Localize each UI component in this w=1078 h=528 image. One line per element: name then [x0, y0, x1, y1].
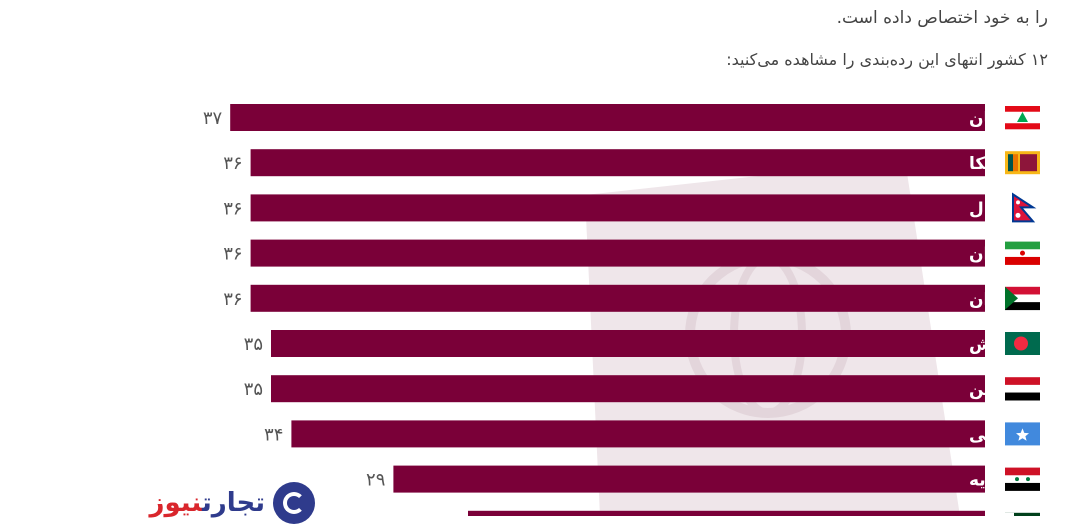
bar-category-label: ایران: [969, 245, 1012, 265]
bar-value-label: ۳۵: [244, 334, 263, 355]
intro-text-subtitle: ۱۲ کشور انتهای این رده‌بندی را مشاهده می…: [726, 50, 1048, 69]
logo-text-part1: تجارت: [202, 488, 265, 518]
bar: [250, 194, 986, 222]
logo-text: تجارتنیوز: [150, 490, 266, 516]
bar: [250, 149, 986, 177]
bar-partial: [468, 510, 985, 516]
sri-lanka-flag-icon: [1005, 151, 1040, 175]
bar-category-label: یمن: [969, 380, 1002, 400]
bangladesh-flag-icon: [1005, 332, 1040, 355]
lebanon-flag-icon: [1005, 106, 1040, 130]
bar: [271, 330, 985, 357]
bar: [271, 375, 985, 403]
somalia-flag-icon: [1005, 422, 1040, 446]
bar-category-label: نپال: [969, 199, 1003, 219]
bar: [291, 420, 985, 448]
iran-flag-icon: [1005, 241, 1040, 265]
bar: [393, 465, 985, 493]
bar-value-label: ۳۵: [244, 379, 263, 400]
bar-value-label: ۳۶: [223, 153, 242, 174]
bar-value-label: ۲۹: [366, 470, 385, 491]
bar-category-label: لبنان: [969, 109, 1010, 129]
logo-text-part2: نیوز: [149, 488, 203, 518]
nepal-flag-icon: [1012, 192, 1037, 223]
bar-value-label: ۳۶: [223, 244, 242, 265]
bar: [250, 284, 986, 312]
bar-value-label: ۳۶: [223, 289, 242, 310]
syria-flag-icon: [1005, 467, 1040, 491]
bar-chart: لبنان۳۷سریلانکا۳۶نپال۳۶ایران۳۶سودان۳۶بنگ…: [203, 104, 1040, 516]
sudan-flag-icon: [1005, 286, 1040, 311]
intro-text-line: را به خود اختصاص داده است.: [836, 8, 1048, 28]
bar-value-label: ۳۷: [203, 108, 223, 129]
yemen-flag-icon: [1005, 377, 1040, 401]
partial-flag-icon: [1005, 512, 1040, 516]
logo-mark-icon: [273, 482, 315, 524]
site-logo: تجارتنیوز: [80, 478, 315, 528]
bar-value-label: ۳۴: [264, 424, 283, 445]
bar-value-label: ۳۶: [223, 198, 242, 219]
bar: [230, 104, 985, 131]
bar: [250, 239, 986, 267]
